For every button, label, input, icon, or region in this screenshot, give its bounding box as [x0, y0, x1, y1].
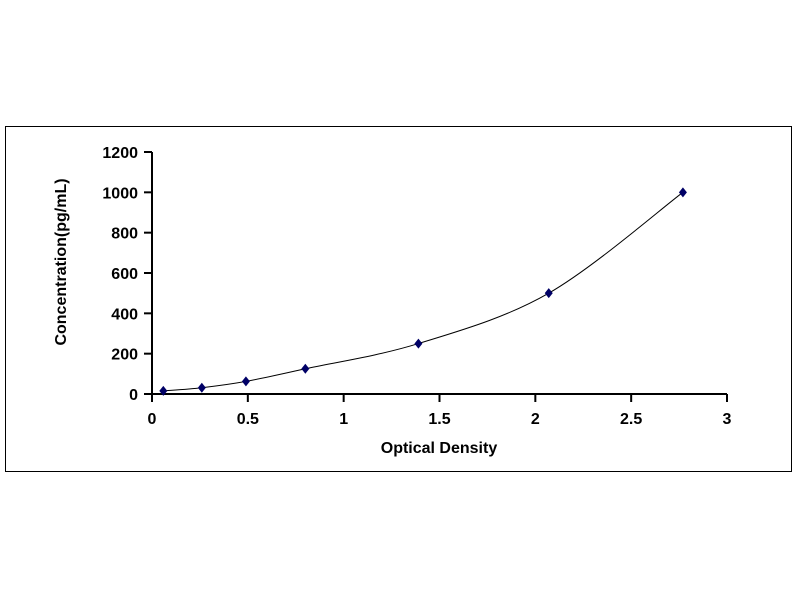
- data-point: [241, 376, 250, 387]
- curve-line: [163, 191, 684, 392]
- x-tick-label: 3: [723, 411, 732, 428]
- data-point: [678, 187, 687, 198]
- data-point: [414, 338, 423, 349]
- data-point: [159, 385, 168, 396]
- x-tick-label: 0: [148, 411, 157, 428]
- y-tick-label: 800: [111, 226, 138, 243]
- x-axis-label: Optical Density: [381, 440, 498, 457]
- y-axis-label: Concentration(pg/mL): [53, 178, 70, 345]
- data-point: [301, 363, 310, 374]
- x-tick-label: 2.5: [620, 411, 642, 428]
- chart-frame: [5, 126, 792, 472]
- x-tick-label: 2: [531, 411, 540, 428]
- x-tick-label: 1.5: [428, 411, 450, 428]
- y-tick-label: 600: [111, 266, 138, 283]
- y-tick-label: 0: [129, 387, 138, 404]
- y-tick-label: 200: [111, 347, 138, 364]
- y-tick-label: 400: [111, 306, 138, 323]
- data-point: [197, 382, 206, 393]
- x-tick-label: 0.5: [237, 411, 259, 428]
- data-point: [544, 288, 553, 299]
- y-tick-label: 1200: [102, 145, 138, 162]
- y-tick-label: 1000: [102, 185, 138, 202]
- x-tick-label: 1: [339, 411, 348, 428]
